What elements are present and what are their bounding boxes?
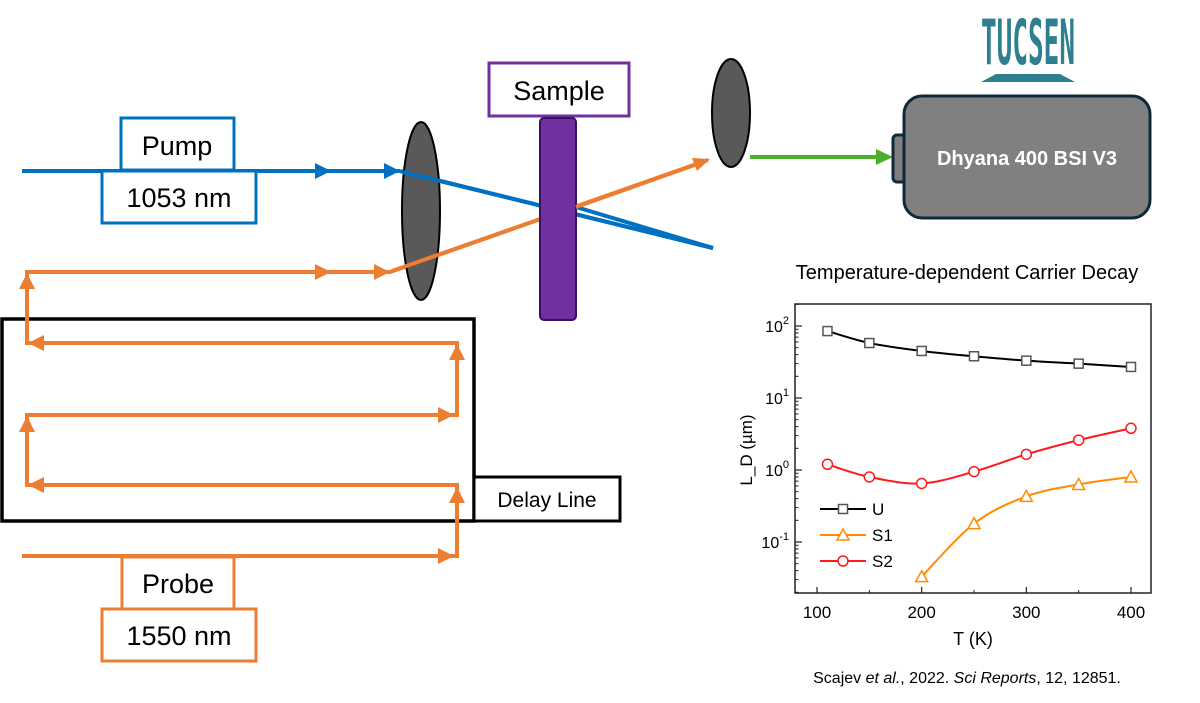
sample-label-box: Sample <box>487 61 631 118</box>
arrow-right-icon <box>438 407 454 423</box>
probe-wavelength-box: 1550 nm <box>100 607 258 663</box>
probe-arrows <box>19 158 710 564</box>
arrow-right-icon <box>384 163 400 179</box>
plot-frame <box>794 303 1152 594</box>
svg-text:TUCSEN: TUCSEN <box>981 6 1075 79</box>
delay-line-label-box: Delay Line <box>472 475 622 523</box>
legend-label: S2 <box>872 552 893 571</box>
chart-title: Temperature-dependent Carrier Decay <box>796 262 1138 284</box>
data-point-s2 <box>1072 434 1085 446</box>
pump-beam-segment <box>575 205 714 250</box>
data-point-u <box>822 325 833 337</box>
data-point-u <box>1073 358 1084 369</box>
pump-label: Pump <box>142 131 213 161</box>
probe-label: Probe <box>142 569 214 599</box>
camera-model: Dhyana 400 BSI V3 <box>937 148 1117 170</box>
x-tick-label: 100 <box>803 603 831 622</box>
probe-label-box: Probe <box>120 555 236 611</box>
probe-beam-segment <box>575 161 701 209</box>
data-point-u <box>1125 361 1137 373</box>
data-point-s2 <box>1125 422 1137 435</box>
data-point-u <box>1021 355 1032 366</box>
y-tick-label: 10-1 <box>761 531 789 552</box>
data-point-s2 <box>1020 448 1033 461</box>
data-point-s2 <box>968 465 980 478</box>
y-axis-label: L_D (µm) <box>737 414 756 485</box>
carrier-decay-chart: 100 200 300 400 102 101 100 10-1 T (K) U S1 S2 <box>761 303 1152 649</box>
arrow-up-icon <box>19 416 35 432</box>
collection-lens <box>711 58 751 168</box>
data-point-s2 <box>821 458 834 471</box>
data-point-s1 <box>1019 488 1034 503</box>
data-point-s1 <box>1071 476 1086 491</box>
tucsen-logo: TUCSEN <box>981 6 1075 82</box>
arrow-right-icon <box>374 264 390 280</box>
arrow-up-icon <box>449 487 465 503</box>
data-point-s1 <box>914 569 929 583</box>
arrow-right-icon <box>692 158 710 171</box>
delay-line-label: Delay Line <box>497 489 596 512</box>
data-point-u <box>864 337 875 349</box>
sample-label: Sample <box>513 76 605 106</box>
data-point-u <box>916 345 927 357</box>
y-tick-label: 102 <box>765 315 789 336</box>
pump-wavelength-box: 1053 nm <box>100 169 258 225</box>
citation: Scajev et al., 2022. Sci Reports, 12, 12… <box>813 670 1121 687</box>
x-tick-label: 400 <box>1117 603 1145 622</box>
data-point-s1 <box>966 516 982 530</box>
x-tick-label: 200 <box>907 603 935 622</box>
data-point-u <box>968 351 980 362</box>
data-point-s2 <box>915 477 928 490</box>
legend-marker-u <box>837 503 849 515</box>
arrow-right-icon <box>315 163 331 179</box>
arrow-left-icon <box>28 335 44 351</box>
sample <box>539 117 577 321</box>
legend-marker-s1 <box>835 527 851 541</box>
camera: Dhyana 400 BSI V3 <box>891 94 1152 220</box>
x-axis-label: T (K) <box>953 629 993 649</box>
legend-label: S1 <box>872 526 893 545</box>
y-tick-label: 101 <box>765 387 789 408</box>
arrow-left-icon <box>28 477 44 493</box>
x-tick-label: 300 <box>1012 603 1040 622</box>
pump-wavelength: 1053 nm <box>126 183 231 213</box>
legend-label: U <box>872 500 884 519</box>
legend-marker-s2 <box>837 555 849 567</box>
arrow-up-icon <box>19 273 35 289</box>
delay-line-stage <box>0 317 476 523</box>
arrow-right-icon <box>315 264 331 280</box>
focusing-lens <box>401 121 441 301</box>
y-tick-label: 100 <box>765 459 789 480</box>
pump-label-box: Pump <box>119 116 236 172</box>
arrow-right-icon <box>438 548 454 564</box>
probe-beam <box>22 158 709 558</box>
arrow-right-icon <box>876 149 893 165</box>
series-line-u <box>827 330 1132 368</box>
data-point-s2 <box>863 471 876 483</box>
arrow-up-icon <box>449 344 465 360</box>
data-point-s1 <box>1123 469 1139 483</box>
probe-wavelength: 1550 nm <box>126 621 231 651</box>
